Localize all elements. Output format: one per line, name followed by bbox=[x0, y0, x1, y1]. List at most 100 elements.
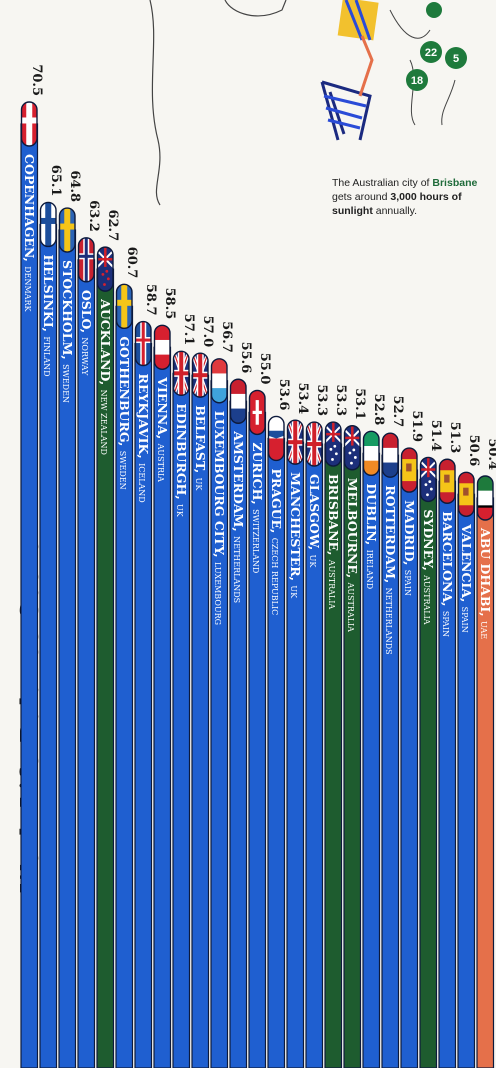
city-name: GOTHENBURG, bbox=[117, 336, 132, 450]
flag-frame bbox=[172, 350, 190, 397]
bar-amsterdam: 55.6 AMSTERDAM, NETHERLANDS bbox=[229, 342, 253, 1068]
value-label: 53.1 bbox=[352, 388, 367, 420]
bar bbox=[77, 259, 96, 1068]
city-label: ABU DHABI, UAE bbox=[478, 527, 493, 639]
city-name: LUXEMBOURG CITY, bbox=[212, 411, 227, 562]
denmark-flag-icon bbox=[21, 102, 37, 146]
flag-frame bbox=[210, 358, 228, 404]
city-name: PRAGUE, bbox=[269, 468, 284, 537]
country-name: UK bbox=[194, 478, 203, 492]
uk-flag-icon bbox=[306, 422, 322, 467]
bar-reykjavik: 58.7 REYKJAVIK, ICELAND bbox=[134, 284, 158, 1068]
city-name: VALENCIA, bbox=[459, 523, 474, 606]
iceland-flag-icon bbox=[135, 321, 151, 366]
annotation-after: annually. bbox=[372, 205, 417, 217]
city-name: EDINBURGH, bbox=[174, 403, 189, 504]
country-name: UK bbox=[308, 555, 317, 569]
value-label: 53.3 bbox=[314, 384, 329, 416]
city-name: AUCKLAND, bbox=[98, 298, 113, 389]
country-name: UAE bbox=[479, 621, 488, 639]
bar-brisbane: 53.3 BRISBANE, AUSTRALIA bbox=[324, 384, 348, 1068]
value-label: 63.2 bbox=[86, 200, 101, 232]
country-name: UK bbox=[175, 504, 184, 518]
city-label: EDINBURGH, UK bbox=[174, 403, 189, 517]
city-label: MADRID, SPAIN bbox=[402, 500, 417, 596]
bar-auckland: 62.7 AUCKLAND, NEW ZEALAND bbox=[96, 209, 120, 1068]
sweden-flag-icon bbox=[59, 208, 75, 253]
bar-melbourne: 53.1 MELBOURNE, AUSTRALIA bbox=[343, 388, 367, 1068]
city-label: HELSINKI, FINLAND bbox=[41, 254, 56, 376]
badge-label: 22 bbox=[425, 47, 437, 59]
value-label: 51.3 bbox=[447, 422, 462, 454]
value-label: 65.1 bbox=[48, 165, 63, 197]
value-label: 64.8 bbox=[67, 170, 82, 202]
value-label: 52.8 bbox=[371, 394, 386, 426]
badge-label: 18 bbox=[411, 75, 423, 87]
city-name: AMSTERDAM, bbox=[231, 430, 246, 536]
bar-abu-dhabi: 50.4 ABU DHABI, UAE bbox=[476, 438, 496, 1068]
bar-helsinki: 65.1 HELSINKI, FINLAND bbox=[39, 165, 63, 1068]
flag-frame bbox=[362, 430, 380, 477]
flag-frame bbox=[400, 447, 418, 493]
city-label: BARCELONA, SPAIN bbox=[440, 511, 455, 637]
city-name: VIENNA, bbox=[155, 376, 170, 443]
city-label: ROTTERDAM, NETHERLANDS bbox=[383, 485, 398, 654]
value-label: 58.7 bbox=[143, 284, 158, 316]
value-label: 55.0 bbox=[257, 353, 272, 385]
annotation-before: The Australian city of bbox=[332, 177, 433, 189]
city-label: COPENHAGEN, DENMARK bbox=[22, 154, 37, 312]
badge-5: 5 bbox=[445, 47, 467, 69]
new-zealand-flag-icon bbox=[97, 247, 113, 292]
flag-frame bbox=[39, 201, 57, 248]
australia-flag-icon bbox=[344, 425, 360, 470]
country-name: SPAIN bbox=[441, 611, 450, 637]
city-label: AMSTERDAM, NETHERLANDS bbox=[231, 430, 246, 603]
flag-frame bbox=[324, 421, 342, 467]
city-label: LUXEMBOURG CITY, LUXEMBOURG bbox=[212, 411, 227, 625]
country-name: UK bbox=[289, 585, 298, 599]
annotation-highlight: 3,000 hours of sunlight bbox=[332, 191, 462, 217]
bar-copenhagen: 70.5 COPENHAGEN, DENMARK bbox=[20, 64, 44, 1068]
spain-flag-icon bbox=[439, 459, 455, 504]
bar-glasgow: 53.3 GLASGOW, UK bbox=[305, 384, 329, 1068]
value-label: 50.6 bbox=[466, 435, 481, 467]
city-label: PRAGUE, CZECH REPUBLIC bbox=[269, 468, 284, 615]
city-name: COPENHAGEN, bbox=[22, 154, 37, 266]
annotation-caption: The Australian city of Brisbane gets aro… bbox=[332, 176, 482, 218]
country-name: ICELAND bbox=[137, 463, 146, 503]
value-label: 51.9 bbox=[409, 410, 424, 442]
flag-frame bbox=[191, 352, 209, 398]
country-name: AUSTRALIA bbox=[327, 559, 336, 610]
city-name: BARCELONA, bbox=[440, 511, 455, 611]
flag-frame bbox=[58, 207, 76, 253]
value-label: 50.4 bbox=[485, 438, 496, 470]
annotation-middle: gets around bbox=[332, 191, 391, 203]
country-name: NETHERLANDS bbox=[232, 536, 241, 603]
uk-flag-icon bbox=[173, 351, 189, 396]
country-name: SWITZERLAND bbox=[251, 509, 260, 573]
city-name: MADRID, bbox=[402, 500, 417, 570]
flag-frame bbox=[20, 101, 38, 147]
country-name: AUSTRALIA bbox=[346, 582, 355, 633]
city-label: REYKJAVIK, ICELAND bbox=[136, 374, 151, 503]
country-name: SPAIN bbox=[403, 570, 412, 596]
czech-flag-icon bbox=[268, 416, 284, 461]
annotation-city: Brisbane bbox=[432, 177, 478, 189]
flag-frame bbox=[476, 475, 494, 521]
city-name: GLASGOW, bbox=[307, 474, 322, 555]
city-name: ABU DHABI, bbox=[478, 527, 493, 621]
city-name: SYDNEY, bbox=[421, 509, 436, 575]
value-label: 55.6 bbox=[238, 342, 253, 374]
country-name: SWEDEN bbox=[118, 451, 127, 490]
badge-partial bbox=[426, 2, 442, 18]
beach-chair-icon bbox=[320, 0, 379, 141]
city-label: AUCKLAND, NEW ZEALAND bbox=[98, 298, 113, 455]
luxembourg-flag-icon bbox=[211, 358, 227, 403]
value-label: 62.7 bbox=[105, 209, 120, 241]
city-label: SYDNEY, AUSTRALIA bbox=[421, 509, 436, 624]
uk-flag-icon bbox=[287, 420, 303, 465]
country-name: AUSTRALIA bbox=[422, 574, 431, 625]
country-name: SPAIN bbox=[460, 607, 469, 633]
city-label: BRISBANE, AUSTRALIA bbox=[326, 474, 341, 609]
city-name: BRISBANE, bbox=[326, 474, 341, 560]
